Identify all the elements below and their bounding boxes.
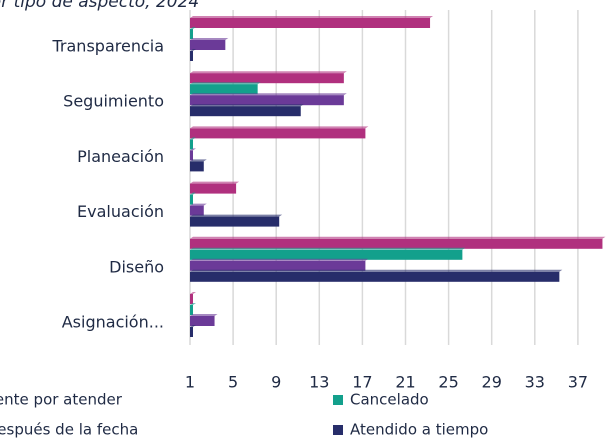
bar xyxy=(190,327,193,337)
y-tick-label: Evaluación xyxy=(77,202,164,221)
bar-top xyxy=(190,104,304,107)
bar xyxy=(190,249,463,260)
bar-top xyxy=(190,16,434,18)
bar-top xyxy=(190,236,606,239)
legend-swatch xyxy=(333,395,343,405)
x-tick-label: 29 xyxy=(482,373,502,392)
bar-top xyxy=(190,203,207,206)
bar xyxy=(190,161,204,172)
bar xyxy=(190,40,226,50)
bar xyxy=(190,216,280,227)
x-tick-label: 21 xyxy=(395,373,415,392)
bar xyxy=(190,51,193,61)
x-tick-label: 33 xyxy=(525,373,545,392)
x-tick-label: 1 xyxy=(185,373,195,392)
x-tick-label: 9 xyxy=(271,373,281,392)
bar-top xyxy=(190,148,196,151)
bar-top xyxy=(190,314,218,316)
bar xyxy=(190,305,193,315)
bar-top xyxy=(190,214,283,217)
bar xyxy=(190,128,366,139)
legend-label: Cancelado xyxy=(350,391,429,409)
bar-top xyxy=(190,71,347,74)
bar-top xyxy=(190,292,196,294)
y-tick-label: Transparencia xyxy=(52,37,165,56)
bar xyxy=(190,238,603,249)
bar xyxy=(190,106,301,117)
bar xyxy=(190,95,344,106)
y-tick-label: Diseño xyxy=(109,257,164,276)
bar xyxy=(190,271,560,282)
bar-top xyxy=(190,192,196,195)
bar-top xyxy=(190,126,369,129)
bar-top xyxy=(190,258,369,261)
bar-top xyxy=(190,181,240,184)
bar-top xyxy=(190,325,196,327)
bar xyxy=(190,84,258,95)
bar xyxy=(190,18,431,28)
bar-top xyxy=(190,159,207,162)
bar-top xyxy=(190,303,196,305)
bar xyxy=(190,260,366,271)
bar xyxy=(190,294,193,304)
bar-top xyxy=(190,247,466,250)
bar-top xyxy=(190,137,196,140)
x-tick-label: 13 xyxy=(309,373,329,392)
legend-label: Atendido después de la fecha xyxy=(0,421,138,439)
bar-top xyxy=(190,38,229,40)
bar-top xyxy=(190,27,196,29)
bar-top xyxy=(190,93,347,96)
x-tick-label: 17 xyxy=(352,373,372,392)
bar xyxy=(190,29,193,39)
bar xyxy=(190,139,193,150)
y-tick-label: Seguimiento xyxy=(63,92,164,111)
bar-top xyxy=(190,49,196,51)
bar xyxy=(190,194,193,205)
bar xyxy=(190,316,215,326)
x-tick-label: 5 xyxy=(228,373,238,392)
x-tick-label: 37 xyxy=(568,373,588,392)
bar-top xyxy=(190,269,563,272)
y-tick-label: Planeación xyxy=(77,147,164,166)
legend-label: Atendido a tiempo xyxy=(350,421,488,439)
bar xyxy=(190,183,237,194)
bar xyxy=(190,205,204,216)
x-tick-label: 25 xyxy=(438,373,458,392)
legend-label: Pendiente por atender xyxy=(0,391,123,409)
y-tick-label: Asignación... xyxy=(62,313,164,332)
bar xyxy=(190,150,193,161)
bar xyxy=(190,73,344,84)
bar-top xyxy=(190,82,261,85)
chart-title: por tipo de aspecto, 2024 xyxy=(0,0,199,12)
legend-swatch xyxy=(333,425,343,435)
